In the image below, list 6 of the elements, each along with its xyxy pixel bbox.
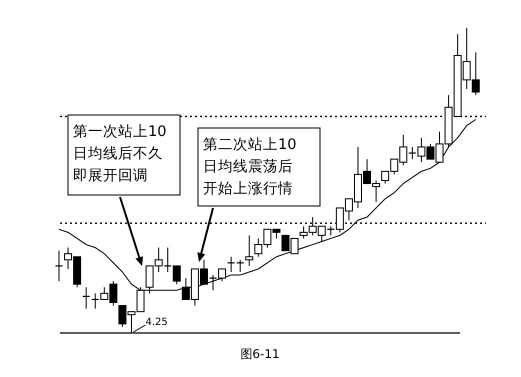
- candlestick: [172, 265, 181, 285]
- candlestick: [245, 234, 254, 266]
- annotation: 4.25: [145, 317, 168, 328]
- annotation: 第一次站上10日均线后不久即展开回调: [73, 123, 166, 184]
- caption: 图6-11: [240, 347, 280, 361]
- annotation: 第二次站上10日均线震荡后开始上涨行情: [203, 136, 296, 197]
